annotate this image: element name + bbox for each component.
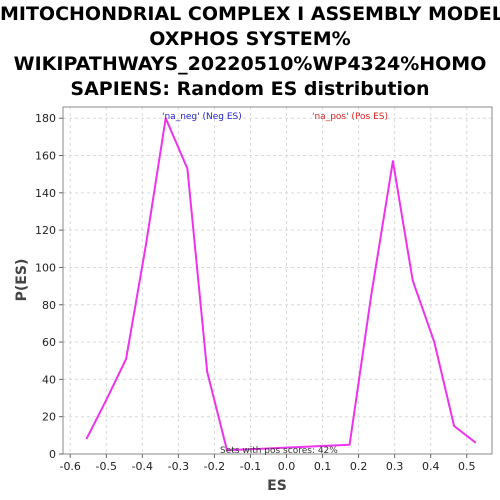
y-tick-label: 160 [35,150,56,163]
x-tick-label: 0.4 [422,460,440,473]
y-tick-label: 80 [42,299,56,312]
x-tick-label: 0.3 [386,460,404,473]
y-tick-label: 20 [42,411,56,424]
y-tick-label: 100 [35,261,56,274]
x-tick-label: 0.0 [278,460,296,473]
y-tick-label: 180 [35,112,56,125]
y-axis-title: P(ES) [14,259,30,302]
chart-title-line-3: WIKIPATHWAYS_20220510%WP4324%HOMO [13,53,487,75]
chart-title-line-2: OXPHOS SYSTEM% [149,28,351,50]
chart-title-line-4: SAPIENS: Random ES distribution [70,78,430,100]
legend-neg: 'na_neg' (Neg ES) [162,112,242,122]
chart-title-line-1: MITOCHONDRIAL COMPLEX I ASSEMBLY MODEL [0,3,500,25]
pos-scores-annotation: Sets with pos scores: 42% [220,446,338,456]
y-tick-label: 140 [35,187,56,200]
plot-area [63,107,492,454]
x-tick-label: -0.4 [132,460,153,473]
grid [63,107,492,455]
chart-title: MITOCHONDRIAL COMPLEX I ASSEMBLY MODEL O… [0,2,500,102]
x-tick-label: 0.5 [458,460,476,473]
y-tick-label: 60 [42,336,56,349]
x-axis-title: ES [267,478,287,494]
plot-frame [62,106,493,455]
y-tick-label: 0 [49,448,56,461]
y-axis-ticks: 0 20 40 60 80 100 120 140 160 180 [35,112,63,461]
x-tick-label: -0.1 [240,460,261,473]
legend-pos: 'na_pos' (Pos ES) [312,112,388,122]
x-tick-label: -0.2 [204,460,225,473]
x-tick-label: -0.5 [96,460,117,473]
x-tick-label: 0.1 [314,460,332,473]
x-axis-ticks: -0.6 -0.5 -0.4 -0.3 -0.2 -0.1 0.0 0.1 0.2 0.3 0.4 0… [59,454,476,473]
es-distribution-line [85,117,477,452]
y-tick-label: 120 [35,224,56,237]
x-tick-label: 0.2 [350,460,368,473]
series-lines [85,117,477,452]
y-tick-label: 40 [42,373,56,386]
axes [62,106,493,455]
x-tick-label: -0.6 [59,460,80,473]
x-tick-label: -0.3 [168,460,189,473]
